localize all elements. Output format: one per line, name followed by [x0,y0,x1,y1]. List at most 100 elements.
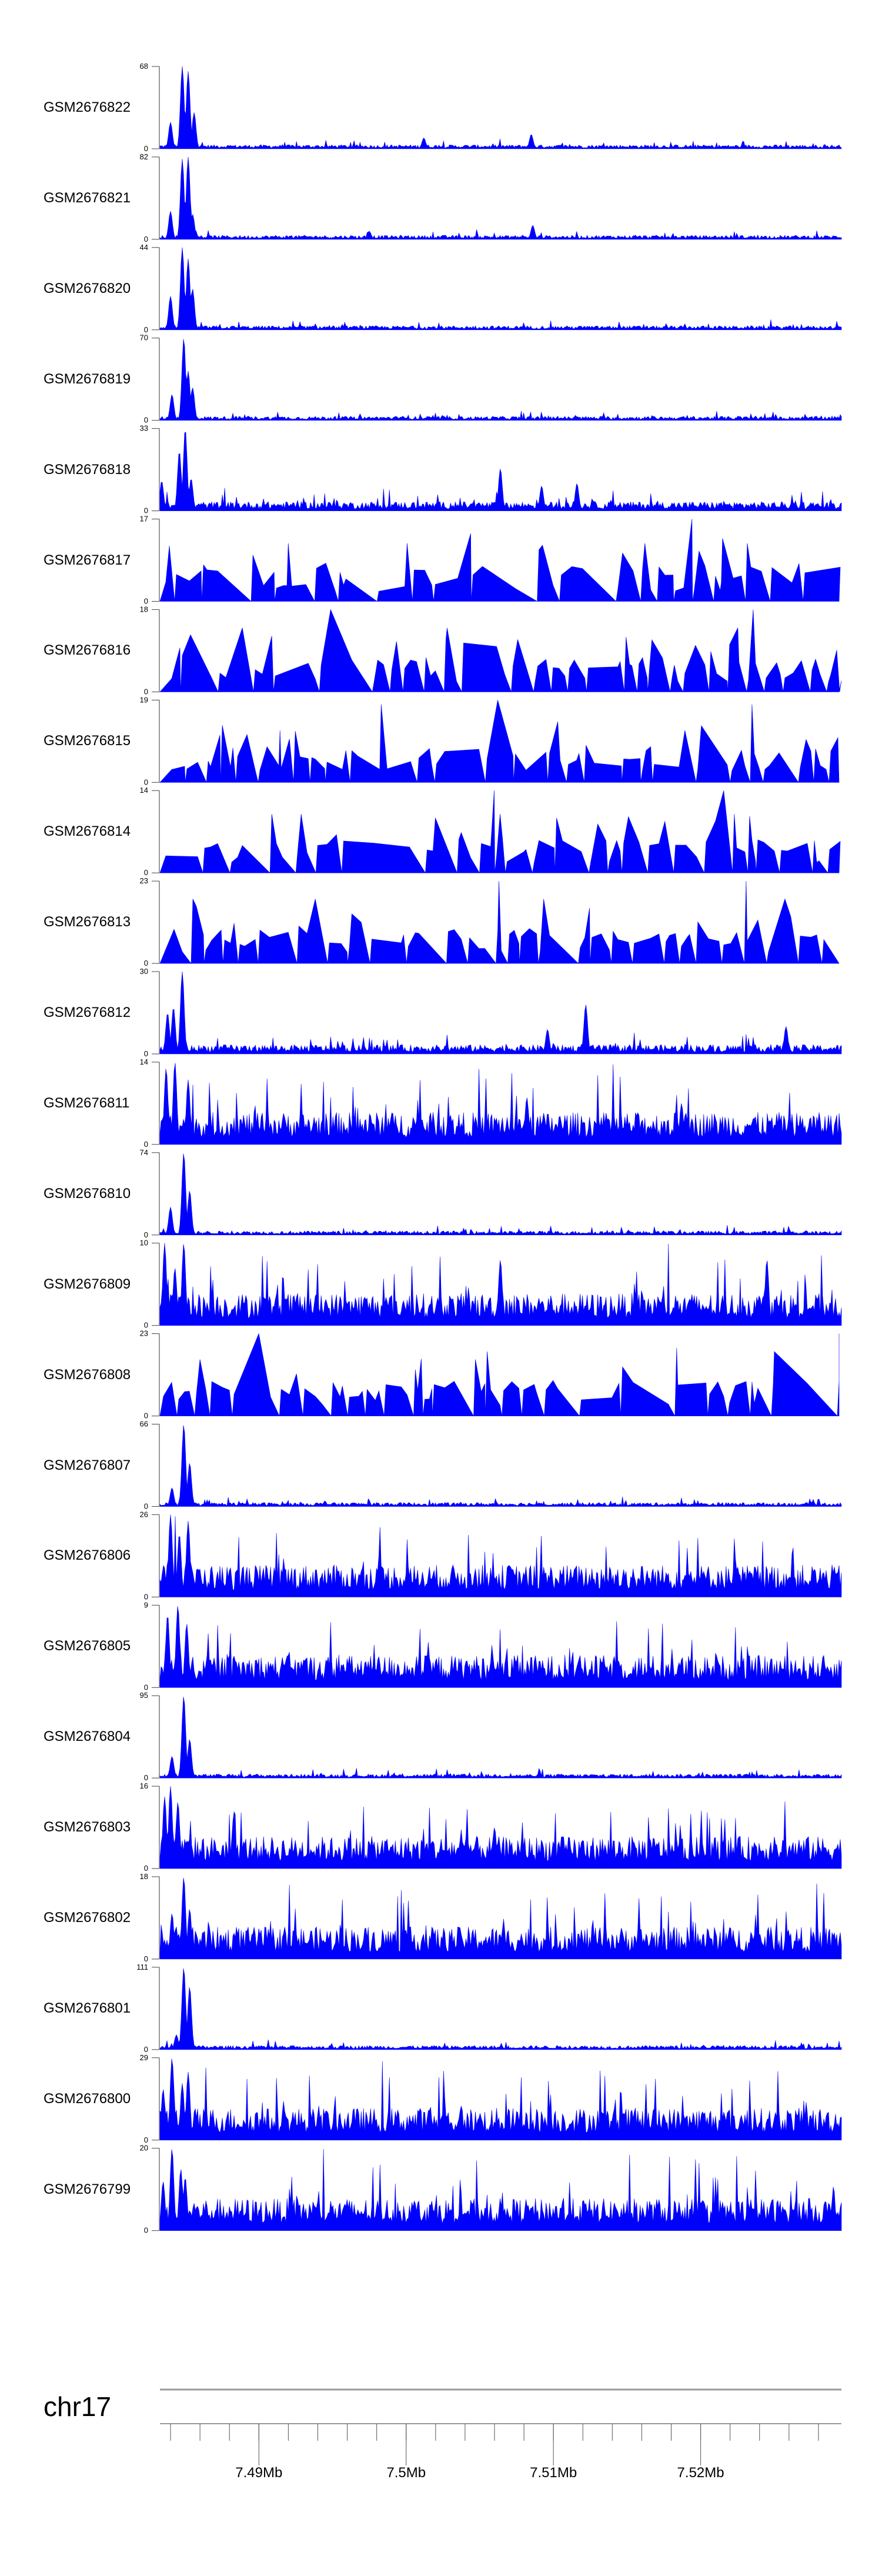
y-tick-label-max: 30 [140,967,148,976]
ruler-tick-label: 7.52Mb [677,2465,724,2481]
y-tick-label-zero: 0 [144,1321,148,1330]
y-tick-label-max: 18 [140,605,148,613]
track-label: GSM2676818 [44,461,131,478]
y-tick-label-zero: 0 [144,597,148,606]
y-tick-label-zero: 0 [144,1592,148,1601]
y-tick-label-zero: 0 [144,325,148,334]
track-label: GSM2676807 [44,1457,131,1473]
signal-area [159,1333,840,1417]
signal-area [159,700,840,783]
y-tick-label-zero: 0 [144,1502,148,1511]
y-tick-label-zero: 0 [144,144,148,153]
y-tick-label-max: 33 [140,424,148,433]
track-label: GSM2676815 [44,733,131,749]
track-label: GSM2676806 [44,1547,131,1564]
signal-area [159,1968,842,2050]
ruler-tick-label: 7.49Mb [235,2465,282,2481]
track-label: GSM2676812 [44,1005,131,1020]
track-label: GSM2676813 [44,914,131,930]
ruler-tick-label: 7.51Mb [530,2465,577,2481]
signal-area [159,881,840,965]
y-tick-label-max: 66 [140,1420,148,1429]
signal-area [159,1786,842,1869]
track-label: GSM2676817 [44,552,131,568]
y-tick-label-zero: 0 [144,687,148,696]
track-label: GSM2676809 [44,1276,131,1292]
y-tick-label-zero: 0 [144,1230,148,1239]
track-label: GSM2676808 [44,1366,131,1383]
track-label: GSM2676804 [44,1729,131,1745]
signal-area [159,66,842,149]
y-tick-label-max: 23 [140,1329,148,1338]
signal-area [159,1514,842,1597]
signal-area [159,156,842,240]
y-tick-label-max: 19 [140,695,148,704]
signal-area [159,1425,842,1507]
signal-area [159,1153,842,1236]
y-tick-label-max: 26 [140,1510,148,1519]
track-label: GSM2676810 [44,1185,131,1202]
y-tick-label-max: 14 [140,786,148,795]
track-label: GSM2676819 [44,371,131,387]
y-tick-label-zero: 0 [144,2226,148,2235]
y-tick-label-zero: 0 [144,1773,148,1782]
y-tick-label-zero: 0 [144,868,148,877]
track-label: GSM2676816 [44,642,131,659]
signal-area [159,971,842,1055]
y-tick-label-max: 16 [140,1781,148,1790]
track-label: GSM2676820 [44,280,131,296]
y-tick-label-max: 29 [140,2053,148,2062]
track-label: GSM2676799 [44,2181,131,2197]
y-tick-label-max: 68 [140,62,148,71]
y-tick-label-max: 23 [140,876,148,885]
y-tick-label-max: 17 [140,515,148,523]
y-tick-label-zero: 0 [144,1864,148,1873]
signal-area [159,609,842,693]
signal-area [159,1243,842,1326]
y-tick-label-max: 82 [140,152,148,161]
y-tick-label-max: 20 [140,2144,148,2153]
track-label: GSM2676800 [44,2090,131,2107]
y-tick-label-max: 70 [140,333,148,342]
signal-area [159,1877,842,1960]
y-tick-label-max: 44 [140,243,148,252]
y-tick-label-max: 111 [136,1963,148,1971]
track-label: GSM2676814 [44,823,131,840]
signal-area [159,2058,842,2141]
y-tick-label-zero: 0 [144,506,148,515]
signal-area [159,1063,842,1145]
y-tick-label-zero: 0 [144,778,148,786]
ruler-tick-label: 7.5Mb [386,2465,426,2481]
y-tick-label-zero: 0 [144,2135,148,2144]
track-label: GSM2676811 [44,1095,130,1111]
signal-area [159,2148,842,2231]
signal-area [159,339,842,421]
track-label: GSM2676822 [44,99,131,115]
track-label: GSM2676821 [44,189,131,206]
y-tick-label-max: 95 [140,1691,148,1700]
y-tick-label-zero: 0 [144,1049,148,1058]
signal-area [159,1697,842,1778]
y-tick-label-zero: 0 [144,959,148,967]
y-tick-label-zero: 0 [144,2045,148,2054]
signal-area [159,247,842,331]
y-tick-label-zero: 0 [144,1954,148,1963]
y-tick-label-zero: 0 [144,235,148,243]
y-tick-label-zero: 0 [144,1412,148,1420]
y-tick-label-max: 18 [140,1872,148,1881]
y-tick-label-max: 10 [140,1239,148,1247]
signal-area [159,519,841,602]
signal-area [159,1606,842,1688]
track-label: GSM2676801 [44,2000,131,2016]
y-tick-label-zero: 0 [144,416,148,425]
y-tick-label-max: 14 [140,1057,148,1066]
track-label: GSM2676803 [44,1819,131,1836]
signal-area [159,790,841,874]
y-tick-label-zero: 0 [144,1140,148,1149]
chromosome-label: chr17 [44,2391,112,2422]
signal-area [159,432,842,511]
y-tick-label-max: 74 [140,1148,148,1157]
track-label: GSM2676802 [44,1910,131,1926]
y-tick-label-zero: 0 [144,1683,148,1691]
